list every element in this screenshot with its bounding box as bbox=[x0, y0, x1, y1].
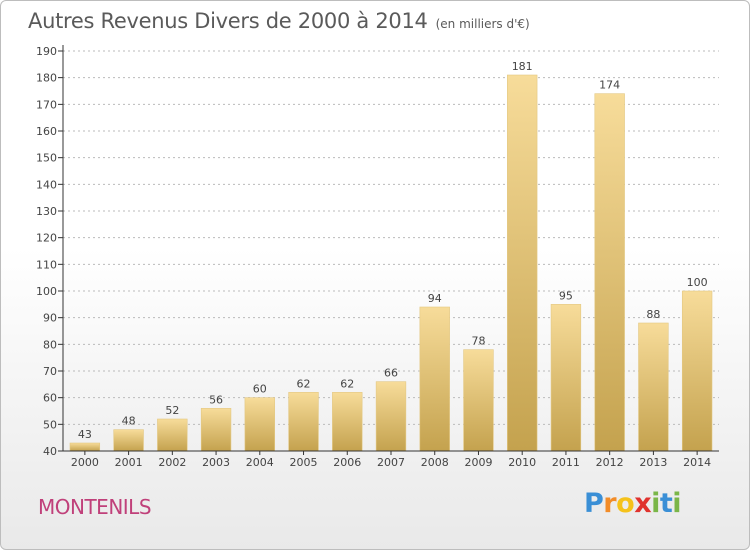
bar bbox=[157, 418, 188, 452]
proxiti-logo: Proxiti bbox=[584, 488, 682, 519]
bar-value-label: 100 bbox=[687, 276, 708, 289]
y-tick-label: 150 bbox=[36, 152, 57, 165]
bar-value-label: 95 bbox=[559, 289, 573, 302]
bar-value-label: 62 bbox=[297, 377, 311, 390]
bar bbox=[200, 408, 232, 452]
y-tick-label: 80 bbox=[43, 338, 57, 351]
axes bbox=[58, 45, 719, 455]
tick-labels: 40 50 60 70 80 90 100 110 120 130 140 150 160 170 180 1… bbox=[36, 45, 711, 469]
bar bbox=[638, 322, 669, 452]
bars bbox=[69, 74, 713, 452]
x-tick-label: 2004 bbox=[246, 456, 274, 469]
x-tick-label: 2009 bbox=[464, 456, 492, 469]
bar-value-label: 174 bbox=[599, 79, 620, 92]
bar bbox=[244, 397, 275, 452]
bar-value-label: 43 bbox=[78, 428, 92, 441]
y-tick-label: 120 bbox=[36, 232, 57, 245]
x-tick-label: 2005 bbox=[290, 456, 318, 469]
chart-title-unit: (en milliers d'€) bbox=[435, 17, 530, 31]
bar-value-label: 78 bbox=[471, 335, 485, 348]
bar bbox=[69, 442, 101, 452]
bar-value-label: 66 bbox=[384, 367, 398, 380]
y-tick-label: 130 bbox=[36, 205, 57, 218]
y-tick-label: 60 bbox=[43, 392, 57, 405]
bar-value-label: 88 bbox=[646, 308, 660, 321]
x-tick-label: 2006 bbox=[333, 456, 361, 469]
x-tick-label: 2012 bbox=[596, 456, 624, 469]
logo-letter: x bbox=[634, 488, 652, 519]
bar-value-label: 60 bbox=[253, 383, 267, 396]
bar bbox=[288, 392, 319, 452]
bar-value-label: 94 bbox=[428, 292, 442, 305]
y-tick-label: 90 bbox=[43, 312, 57, 325]
x-tick-label: 2001 bbox=[115, 456, 143, 469]
logo-letter: r bbox=[603, 488, 617, 519]
bar bbox=[332, 392, 363, 452]
x-tick-label: 2007 bbox=[377, 456, 405, 469]
chart-title: Autres Revenus Divers de 2000 à 2014 (en … bbox=[28, 9, 530, 33]
y-tick-label: 70 bbox=[43, 365, 57, 378]
x-tick-label: 2000 bbox=[71, 456, 99, 469]
x-tick-label: 2011 bbox=[552, 456, 580, 469]
x-tick-label: 2003 bbox=[202, 456, 230, 469]
y-tick-label: 190 bbox=[36, 45, 57, 58]
x-tick-label: 2010 bbox=[508, 456, 536, 469]
x-tick-label: 2014 bbox=[683, 456, 711, 469]
y-tick-label: 170 bbox=[36, 98, 57, 111]
logo-letter: P bbox=[584, 488, 604, 519]
y-tick-label: 180 bbox=[36, 72, 57, 85]
bar bbox=[113, 429, 144, 452]
y-tick-label: 100 bbox=[36, 285, 57, 298]
logo-letter: i bbox=[672, 488, 682, 519]
bar-value-label: 62 bbox=[340, 377, 354, 390]
bar bbox=[375, 381, 407, 452]
bar bbox=[463, 349, 494, 452]
y-tick-label: 110 bbox=[36, 258, 57, 271]
x-tick-label: 2013 bbox=[639, 456, 667, 469]
bar bbox=[507, 74, 538, 452]
y-tick-label: 140 bbox=[36, 178, 57, 191]
bar-value-label: 52 bbox=[165, 404, 179, 417]
bar-value-label: 56 bbox=[209, 393, 223, 406]
logo-letter: t bbox=[659, 488, 673, 519]
x-tick-label: 2008 bbox=[421, 456, 449, 469]
y-tick-label: 40 bbox=[43, 445, 57, 458]
y-tick-label: 50 bbox=[43, 418, 57, 431]
bar bbox=[419, 306, 450, 452]
x-tick-label: 2002 bbox=[158, 456, 186, 469]
logo-letter: o bbox=[616, 488, 635, 519]
logo-letter: i bbox=[651, 488, 660, 519]
commune-name: MONTENILS bbox=[38, 495, 152, 519]
bar bbox=[681, 290, 713, 452]
bar-value-label: 48 bbox=[122, 415, 136, 428]
chart-title-main: Autres Revenus Divers de 2000 à 2014 bbox=[28, 9, 428, 33]
bar-value-label: 181 bbox=[512, 60, 533, 73]
y-tick-label: 160 bbox=[36, 125, 57, 138]
bar bbox=[594, 93, 625, 452]
bar bbox=[550, 304, 582, 452]
